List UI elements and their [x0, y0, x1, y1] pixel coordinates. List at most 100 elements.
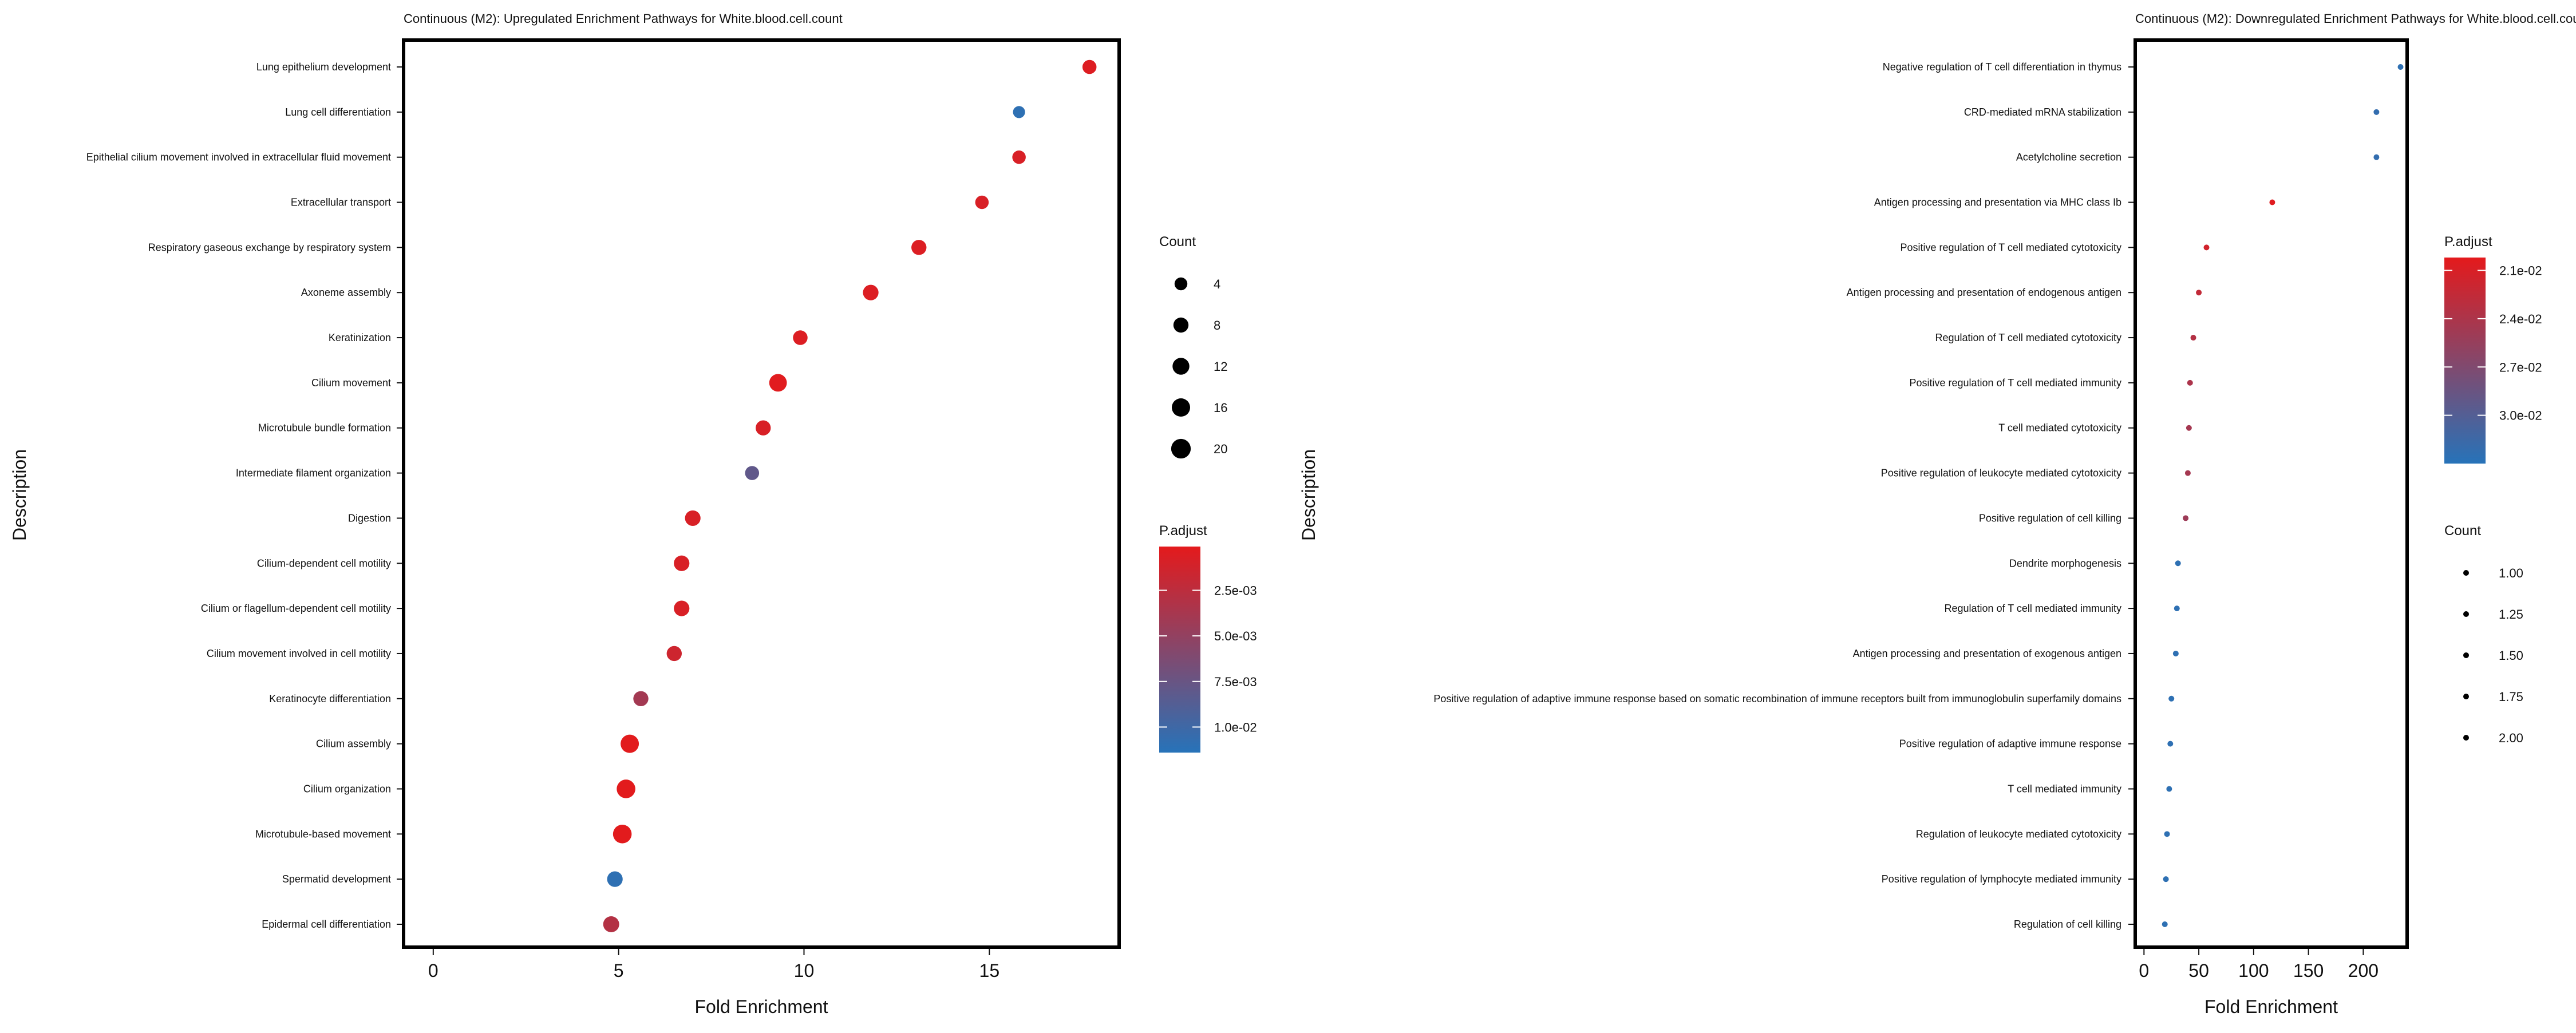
- data-point: [666, 646, 682, 662]
- data-point: [2164, 831, 2170, 837]
- category-label: Regulation of T cell mediated immunity: [1945, 603, 2122, 614]
- size-legend-dot: [2463, 611, 2469, 617]
- data-point: [2397, 64, 2404, 70]
- category-label: Lung epithelium development: [256, 61, 391, 73]
- data-point: [1013, 106, 1025, 118]
- color-legend: P.adjust 2.1e-02 2.4e-02 2.7e-02 3.0e-02: [2444, 234, 2542, 464]
- size-legend-label: 1.50: [2499, 648, 2523, 663]
- color-tick-label: 1.0e-02: [1214, 720, 1257, 734]
- data-point: [2373, 109, 2380, 115]
- data-point: [911, 240, 927, 255]
- y-axis-title: Description: [9, 449, 30, 541]
- x-tick-label: 200: [2348, 960, 2379, 981]
- category-label: Regulation of leukocyte mediated cytotox…: [1916, 828, 2121, 840]
- data-point: [2190, 335, 2196, 341]
- data-point: [2196, 290, 2202, 296]
- size-legend-dot: [1171, 438, 1191, 459]
- color-legend-title: P.adjust: [2444, 234, 2492, 250]
- data-point: [674, 600, 690, 616]
- category-label: Digestion: [348, 512, 391, 524]
- chart-panel-downregulated: Continuous (M2): Downregulated Enrichmen…: [1298, 11, 2576, 1017]
- size-legend-label: 8: [1214, 318, 1220, 333]
- size-legend-dot: [1172, 398, 1190, 417]
- category-label: Cilium organization: [303, 783, 391, 794]
- category-label: Epithelial cilium movement involved in e…: [86, 152, 391, 163]
- size-legend-label: 20: [1214, 442, 1227, 456]
- data-point: [793, 330, 808, 345]
- size-legend-dot: [1173, 317, 1189, 333]
- size-legend-dot: [1174, 277, 1188, 291]
- data-point: [745, 466, 760, 480]
- category-label: Cilium or flagellum-dependent cell motil…: [201, 603, 391, 614]
- x-axis-title: Fold Enrichment: [2204, 996, 2338, 1017]
- size-legend-title: Count: [2444, 523, 2481, 539]
- category-label: Microtubule-based movement: [255, 828, 391, 840]
- data-point: [685, 510, 701, 527]
- category-label: Cilium assembly: [316, 738, 391, 750]
- size-legend: Count 1.00 1.25 1.50 1.75 2.00: [2444, 523, 2523, 745]
- x-axis-title: Fold Enrichment: [695, 996, 828, 1017]
- data-point: [603, 916, 619, 932]
- category-label: Positive regulation of T cell mediated i…: [1909, 377, 2121, 389]
- color-tick-label: 5.0e-03: [1214, 629, 1257, 643]
- color-tick-label: 2.1e-02: [2499, 264, 2542, 278]
- size-legend-label: 4: [1214, 277, 1220, 291]
- data-point: [617, 779, 635, 798]
- size-legend-label: 1.00: [2499, 566, 2523, 580]
- data-point: [2373, 154, 2380, 160]
- category-label: Regulation of T cell mediated cytotoxici…: [1935, 332, 2121, 343]
- data-point: [674, 555, 690, 571]
- category-label: Axoneme assembly: [301, 287, 391, 298]
- category-label: Positive regulation of adaptive immune r…: [1433, 693, 2121, 705]
- size-legend-label: 16: [1214, 401, 1227, 415]
- size-legend-label: 12: [1214, 359, 1227, 374]
- category-label: CRD-mediated mRNA stabilization: [1964, 106, 2121, 118]
- data-point: [975, 195, 989, 209]
- data-point: [621, 734, 639, 753]
- color-tick-label: 2.7e-02: [2499, 360, 2542, 374]
- data-point: [2168, 695, 2175, 702]
- category-label: Positive regulation of adaptive immune r…: [1899, 738, 2121, 750]
- data-point: [2186, 425, 2192, 431]
- data-point: [2167, 741, 2174, 747]
- x-tick-label: 0: [428, 960, 438, 981]
- category-label: Regulation of cell killing: [2014, 919, 2121, 930]
- data-point: [613, 825, 632, 844]
- category-label: Microtubule bundle formation: [258, 422, 391, 434]
- color-tick-label: 2.4e-02: [2499, 312, 2542, 326]
- color-tick-label: 3.0e-02: [2499, 409, 2542, 423]
- category-label: Antigen processing and presentation of e…: [1853, 648, 2121, 659]
- color-bar: [2444, 258, 2486, 464]
- data-point: [2184, 470, 2191, 476]
- data-point: [756, 420, 771, 436]
- data-point: [2187, 379, 2193, 386]
- data-point: [1012, 150, 1026, 164]
- size-legend-dot: [1172, 358, 1190, 375]
- color-tick-label: 7.5e-03: [1214, 675, 1257, 689]
- data-point: [607, 871, 623, 887]
- color-tick-label: 2.5e-03: [1214, 583, 1257, 597]
- data-point: [2166, 786, 2172, 792]
- category-label: Acetylcholine secretion: [2016, 152, 2121, 163]
- x-tick-label: 150: [2293, 960, 2324, 981]
- chart-title: Continuous (M2): Downregulated Enrichmen…: [2135, 11, 2576, 26]
- size-legend-label: 2.00: [2499, 731, 2523, 745]
- size-legend-dot: [2463, 735, 2469, 741]
- category-label: Intermediate filament organization: [236, 468, 391, 479]
- category-label: Positive regulation of cell killing: [1979, 512, 2121, 524]
- data-point: [863, 284, 879, 300]
- category-label: Respiratory gaseous exchange by respirat…: [148, 242, 391, 253]
- category-label: Keratinization: [329, 332, 391, 343]
- color-bar: [1159, 547, 1200, 753]
- category-label: Lung cell differentiation: [285, 106, 391, 118]
- color-legend-title: P.adjust: [1159, 523, 1207, 539]
- category-label: Positive regulation of lymphocyte mediat…: [1882, 873, 2121, 885]
- plot-frame: [2134, 38, 2409, 949]
- data-point: [2162, 921, 2168, 927]
- x-tick-label: 50: [2188, 960, 2209, 981]
- chart-title: Continuous (M2): Upregulated Enrichment …: [404, 11, 843, 26]
- plot-frame: [402, 38, 1121, 949]
- size-legend-dot: [2463, 570, 2469, 576]
